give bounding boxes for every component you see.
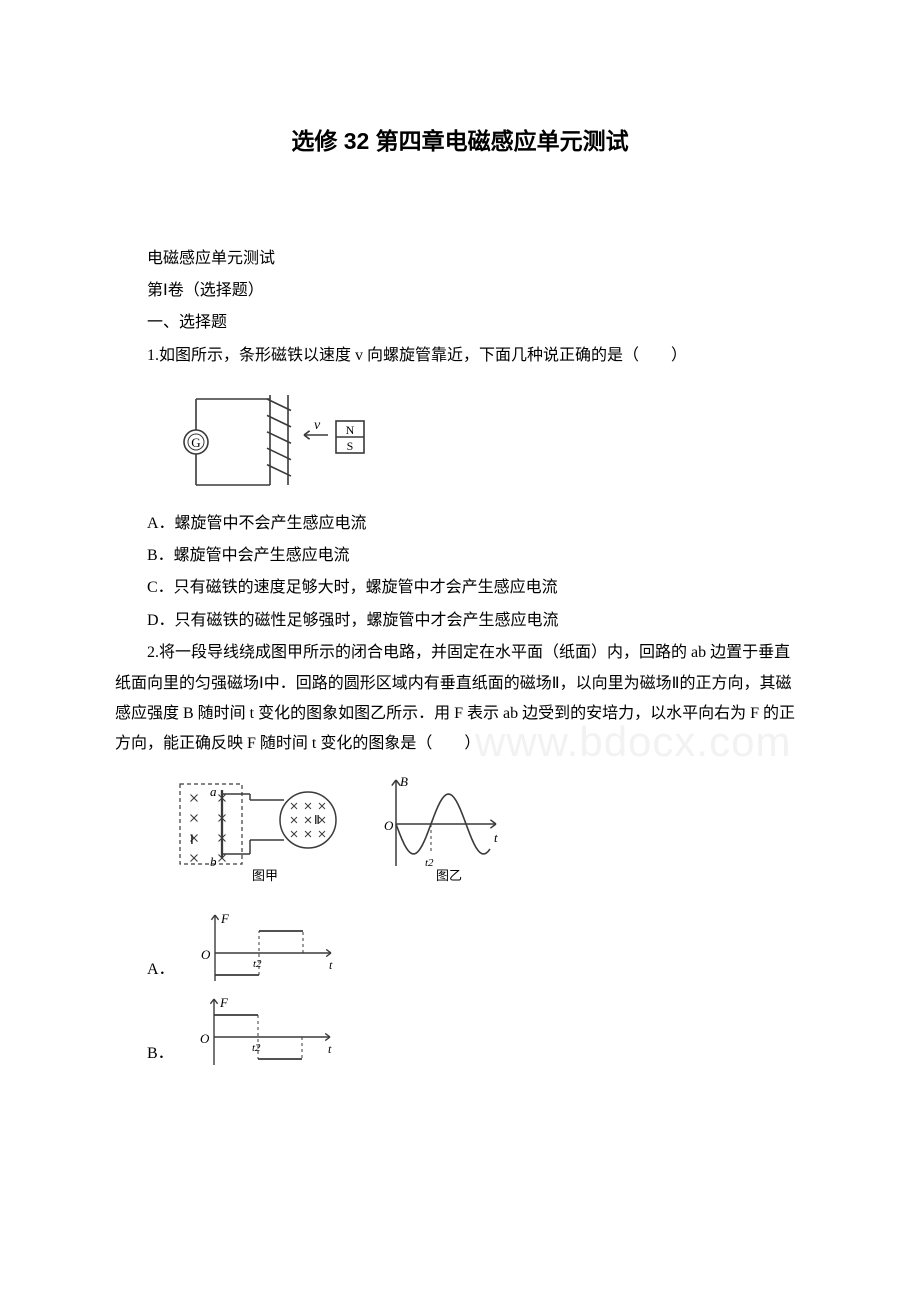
- q1-figure: Gv NS: [170, 379, 805, 500]
- svg-text:Ⅱ: Ⅱ: [314, 813, 320, 827]
- svg-text:t: t: [328, 1042, 332, 1056]
- subtitle-1: 电磁感应单元测试: [115, 244, 805, 274]
- svg-text:F: F: [220, 911, 230, 926]
- q1-option-d: D．只有磁铁的磁性足够强时，螺旋管中才会产生感应电流: [147, 606, 805, 636]
- q1-option-b: B．螺旋管中会产生感应电流: [147, 541, 805, 571]
- q1-stem: 1.如图所示，条形磁铁以速度 v 向螺旋管靠近，下面几种说正确的是（ ）: [115, 341, 805, 371]
- svg-text:O: O: [201, 947, 211, 962]
- q1-option-a: A．螺旋管中不会产生感应电流: [147, 509, 805, 539]
- option-b-label: B．: [147, 1039, 174, 1069]
- q1-option-c: C．只有磁铁的速度足够大时，螺旋管中才会产生感应电流: [147, 573, 805, 603]
- svg-text:t: t: [329, 958, 333, 972]
- section-heading: 一、选择题: [115, 308, 805, 338]
- q2-stem: 2.将一段导线绕成图甲所示的闭合电路，并固定在水平面（纸面）内，回路的 ab 边…: [115, 638, 805, 760]
- svg-text:图乙: 图乙: [436, 868, 462, 883]
- svg-text:图甲: 图甲: [252, 868, 278, 883]
- svg-text:t2: t2: [253, 958, 262, 970]
- svg-text:t2: t2: [252, 1042, 261, 1054]
- svg-text:G: G: [191, 435, 200, 450]
- svg-text:t: t: [494, 830, 498, 845]
- q2-option-a: A． F Ot t2: [147, 905, 805, 985]
- svg-text:t2: t2: [425, 857, 434, 869]
- option-a-label: A．: [147, 955, 175, 985]
- svg-text:a: a: [210, 784, 217, 799]
- svg-text:F: F: [219, 995, 229, 1010]
- page-title: 选修 32 第四章电磁感应单元测试: [115, 120, 805, 164]
- svg-text:v: v: [314, 418, 321, 433]
- svg-text:N: N: [346, 423, 355, 437]
- q2-option-b: B． F Ot t2: [147, 989, 805, 1069]
- svg-text:B: B: [400, 774, 408, 789]
- svg-text:S: S: [347, 439, 354, 453]
- svg-text:b: b: [210, 854, 217, 869]
- subtitle-2: 第Ⅰ卷（选择题）: [115, 276, 805, 306]
- q2-figure: a b Ⅰ Ⅱ 图甲 O Bt t2图乙: [170, 768, 805, 897]
- svg-text:O: O: [384, 818, 394, 833]
- svg-text:O: O: [200, 1031, 210, 1046]
- svg-text:Ⅰ: Ⅰ: [190, 832, 194, 847]
